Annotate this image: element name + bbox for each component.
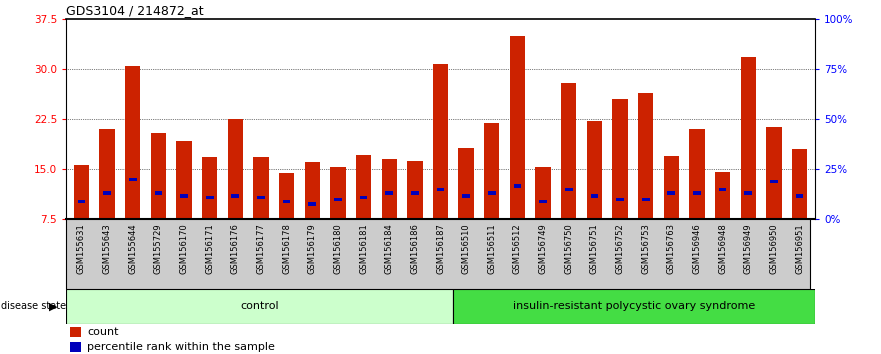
- Text: ▶: ▶: [48, 301, 57, 311]
- Bar: [70, 342, 81, 353]
- Text: count: count: [87, 327, 119, 337]
- Bar: [181, 194, 188, 198]
- Bar: [612, 99, 627, 219]
- Text: GSM156510: GSM156510: [462, 223, 470, 274]
- Bar: [642, 198, 649, 201]
- Bar: [565, 188, 573, 191]
- Text: GSM156752: GSM156752: [616, 223, 625, 274]
- Bar: [78, 200, 85, 203]
- Text: GSM156753: GSM156753: [641, 223, 650, 274]
- Bar: [385, 191, 393, 195]
- Text: control: control: [241, 301, 279, 311]
- Text: GSM156170: GSM156170: [180, 223, 189, 274]
- Bar: [407, 161, 423, 219]
- Text: GSM156951: GSM156951: [795, 223, 804, 274]
- Text: GSM156949: GSM156949: [744, 223, 752, 274]
- Bar: [227, 120, 243, 219]
- Bar: [151, 133, 167, 219]
- Text: GSM155729: GSM155729: [154, 223, 163, 274]
- Text: GSM156512: GSM156512: [513, 223, 522, 274]
- Text: GSM156950: GSM156950: [769, 223, 779, 274]
- Bar: [638, 93, 654, 219]
- Bar: [770, 179, 778, 183]
- Bar: [359, 196, 367, 199]
- Bar: [766, 127, 781, 219]
- Bar: [257, 196, 265, 199]
- Bar: [129, 178, 137, 181]
- Bar: [176, 142, 192, 219]
- Text: GSM156180: GSM156180: [333, 223, 343, 274]
- Text: GSM155643: GSM155643: [102, 223, 112, 274]
- Text: GSM156186: GSM156186: [411, 223, 419, 274]
- Bar: [536, 167, 551, 219]
- Bar: [411, 191, 418, 195]
- Text: GSM156178: GSM156178: [282, 223, 291, 274]
- Text: GSM156763: GSM156763: [667, 223, 676, 274]
- Bar: [100, 130, 115, 219]
- Bar: [454, 289, 815, 324]
- Bar: [616, 198, 624, 201]
- Bar: [356, 155, 371, 219]
- Text: GSM156177: GSM156177: [256, 223, 265, 274]
- Bar: [437, 188, 444, 191]
- Bar: [744, 191, 752, 195]
- Bar: [663, 156, 679, 219]
- Bar: [792, 149, 807, 219]
- Bar: [484, 123, 500, 219]
- Bar: [308, 202, 316, 206]
- Bar: [719, 188, 727, 191]
- Bar: [539, 200, 547, 203]
- Bar: [510, 36, 525, 219]
- Bar: [514, 184, 522, 188]
- Text: percentile rank within the sample: percentile rank within the sample: [87, 342, 275, 352]
- Text: GSM156750: GSM156750: [564, 223, 574, 274]
- Text: GSM155631: GSM155631: [77, 223, 86, 274]
- Bar: [125, 66, 140, 219]
- Text: GSM156749: GSM156749: [538, 223, 548, 274]
- Bar: [587, 121, 602, 219]
- Bar: [74, 165, 89, 219]
- Text: GSM156181: GSM156181: [359, 223, 368, 274]
- Bar: [693, 191, 700, 195]
- Bar: [463, 194, 470, 198]
- Text: GSM156184: GSM156184: [385, 223, 394, 274]
- Text: GSM156187: GSM156187: [436, 223, 445, 274]
- Bar: [206, 196, 213, 199]
- Bar: [70, 327, 81, 337]
- Bar: [668, 191, 675, 195]
- Bar: [796, 194, 803, 198]
- Text: GSM156511: GSM156511: [487, 223, 496, 274]
- Text: GSM155644: GSM155644: [129, 223, 137, 274]
- Bar: [561, 84, 576, 219]
- Text: insulin-resistant polycystic ovary syndrome: insulin-resistant polycystic ovary syndr…: [513, 301, 755, 311]
- Bar: [66, 289, 454, 324]
- Bar: [334, 198, 342, 201]
- Bar: [590, 194, 598, 198]
- Text: GSM156946: GSM156946: [692, 223, 701, 274]
- Bar: [458, 148, 474, 219]
- Bar: [232, 194, 239, 198]
- Bar: [714, 172, 730, 219]
- Bar: [741, 57, 756, 219]
- Text: disease state: disease state: [1, 301, 66, 311]
- Bar: [103, 191, 111, 195]
- Text: GSM156176: GSM156176: [231, 223, 240, 274]
- Bar: [154, 191, 162, 195]
- Bar: [202, 158, 218, 219]
- Bar: [433, 64, 448, 219]
- Bar: [254, 157, 269, 219]
- Text: GSM156171: GSM156171: [205, 223, 214, 274]
- Bar: [330, 167, 345, 219]
- Bar: [279, 173, 294, 219]
- Text: GDS3104 / 214872_at: GDS3104 / 214872_at: [66, 4, 204, 17]
- Bar: [283, 200, 291, 203]
- Bar: [381, 159, 397, 219]
- Bar: [488, 191, 496, 195]
- Bar: [305, 162, 320, 219]
- Text: GSM156179: GSM156179: [307, 223, 317, 274]
- Text: GSM156948: GSM156948: [718, 223, 727, 274]
- Bar: [689, 130, 705, 219]
- Text: GSM156751: GSM156751: [590, 223, 599, 274]
